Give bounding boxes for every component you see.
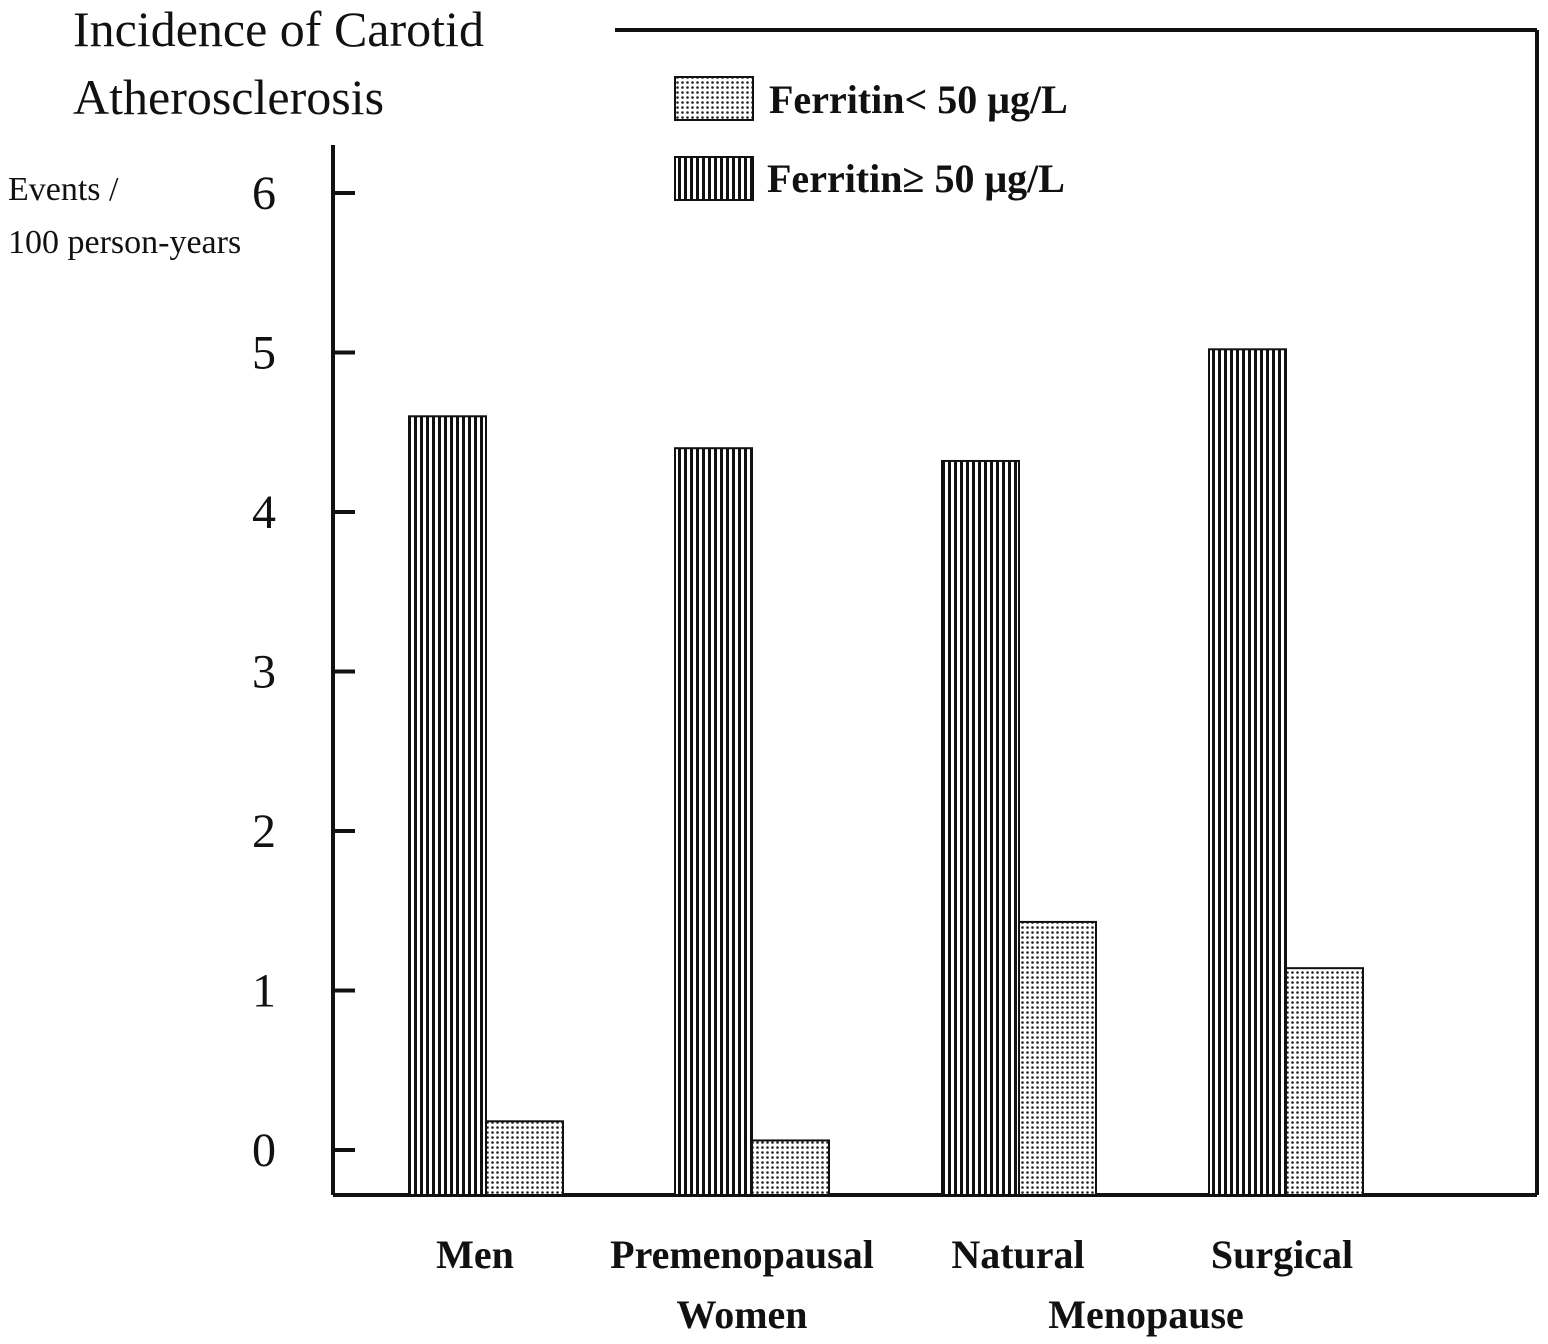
x-category-label: Men bbox=[436, 1232, 514, 1277]
y-tick-label: 6 bbox=[252, 167, 276, 220]
bar-high-ferritin-3 bbox=[1208, 348, 1287, 1196]
legend-swatch-high-ferritin bbox=[674, 156, 754, 201]
chart-title-line-2: Atherosclerosis bbox=[73, 69, 384, 125]
legend-label-high-ferritin: Ferritin≥ 50 μg/L bbox=[767, 156, 1065, 201]
bar-low-ferritin-0 bbox=[485, 1120, 564, 1197]
legend: Ferritin< 50 μg/L Ferritin≥ 50 μg/L bbox=[674, 76, 1068, 201]
bar-low-ferritin-1 bbox=[751, 1139, 830, 1197]
x-category-label: Women bbox=[676, 1292, 807, 1337]
x-category-label: Natural bbox=[951, 1232, 1084, 1277]
bar-high-ferritin-1 bbox=[674, 447, 753, 1196]
y-tick-label: 4 bbox=[252, 486, 276, 539]
y-tick-label: 5 bbox=[252, 327, 276, 380]
y-ticks-group: 0 1 2 3 4 5 6 bbox=[252, 167, 355, 1177]
y-tick-label: 2 bbox=[252, 805, 276, 858]
y-axis-label-line-1: Events / bbox=[8, 171, 119, 208]
bar-high-ferritin-2 bbox=[941, 459, 1020, 1196]
chart-title-line-1: Incidence of Carotid bbox=[73, 1, 484, 57]
bar-high-ferritin-0 bbox=[408, 415, 487, 1196]
y-axis-label-line-2: 100 person-years bbox=[8, 224, 241, 261]
x-group-label-menopause: Menopause bbox=[1048, 1292, 1244, 1337]
legend-swatch-low-ferritin bbox=[674, 76, 754, 121]
x-category-label: Surgical bbox=[1211, 1232, 1353, 1277]
legend-label-low-ferritin: Ferritin< 50 μg/L bbox=[769, 77, 1068, 122]
bars-group bbox=[408, 348, 1364, 1197]
y-tick-label: 0 bbox=[252, 1124, 276, 1177]
bar-low-ferritin-3 bbox=[1285, 967, 1364, 1196]
y-tick-label: 1 bbox=[252, 965, 276, 1018]
y-tick-label: 3 bbox=[252, 646, 276, 699]
bar-low-ferritin-2 bbox=[1018, 920, 1097, 1196]
x-labels-group: Men Premenopausal Women Natural Surgical Meno… bbox=[436, 1232, 1353, 1337]
x-category-label: Premenopausal bbox=[610, 1232, 874, 1277]
